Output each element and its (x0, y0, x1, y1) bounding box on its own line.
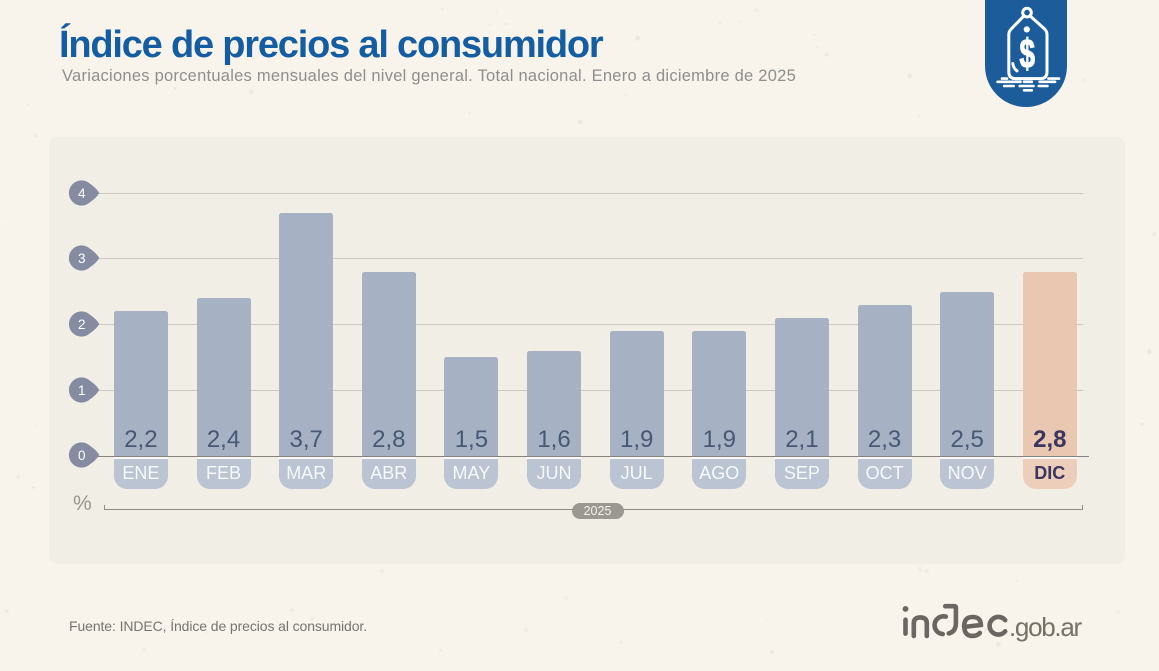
svg-text:3: 3 (78, 251, 86, 266)
svg-text:1: 1 (78, 382, 86, 397)
svg-text:2: 2 (78, 317, 86, 332)
svg-text:$: $ (1020, 31, 1036, 77)
svg-text:.gob.ar: .gob.ar (1009, 612, 1082, 642)
svg-text:0: 0 (78, 448, 86, 463)
svg-text:4: 4 (78, 185, 86, 200)
